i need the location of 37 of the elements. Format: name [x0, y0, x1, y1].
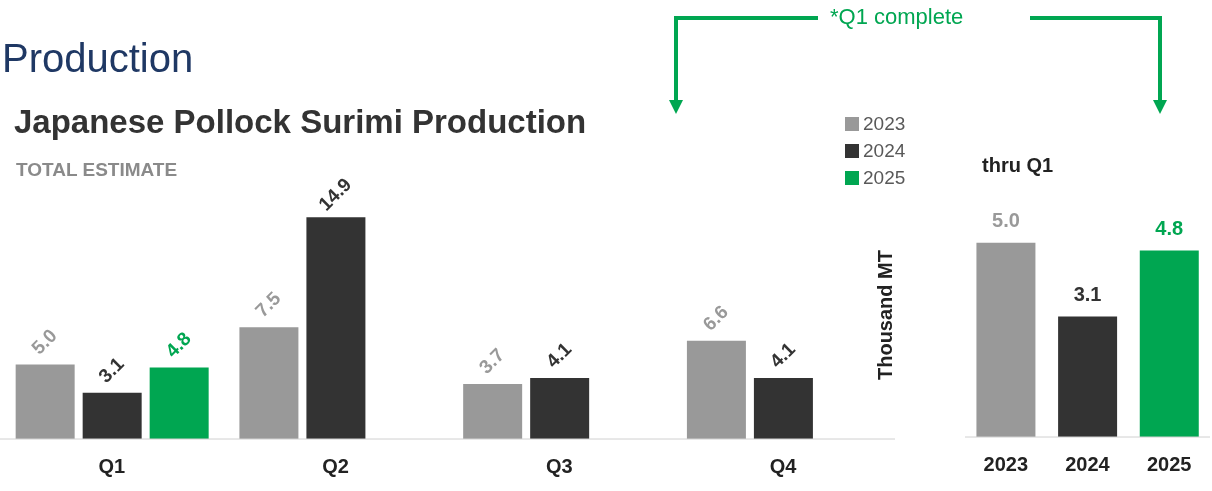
data-label: 5.0 [27, 324, 61, 359]
x-tick-label: 2023 [983, 453, 1029, 476]
bar [82, 392, 142, 439]
data-label: 4.8 [161, 327, 195, 362]
x-tick-label: Q4 [769, 455, 798, 478]
bar [686, 340, 746, 439]
data-label: 5.0 [992, 208, 1020, 231]
text: Production [2, 36, 194, 81]
chart-title: thru Q1 [982, 154, 1054, 177]
bar [753, 377, 813, 439]
x-tick-label: Q3 [546, 455, 573, 478]
bar [306, 217, 366, 439]
y-axis-title: Thousand MT [873, 250, 897, 380]
bar [15, 364, 75, 439]
legend-label: 2025 [862, 165, 906, 190]
legend-label: 2023 [862, 111, 906, 136]
bar [239, 327, 299, 439]
data-label: 4.1 [765, 337, 800, 372]
data-label: 7.5 [251, 287, 285, 322]
bar [463, 383, 523, 439]
x-tick-label: 2024 [1065, 453, 1111, 476]
legend-label: 2024 [862, 138, 906, 163]
x-tick-label: Q1 [98, 455, 126, 478]
data-label: 3.1 [1073, 282, 1102, 305]
chart-title: Japanese Pollock Surimi Production [14, 103, 587, 141]
data-label: 3.1 [94, 352, 129, 387]
bar [530, 377, 590, 439]
bar [149, 367, 209, 439]
data-label: 14.9 [314, 173, 356, 215]
data-label: 6.6 [698, 300, 733, 335]
chart-subtitle: TOTAL ESTIMATE [16, 159, 178, 181]
text: *Q1 complete [830, 4, 964, 30]
data-label: 4.8 [1155, 216, 1184, 239]
data-label: 4.1 [541, 337, 576, 372]
x-tick-label: 2025 [1146, 453, 1192, 476]
x-tick-label: Q2 [322, 455, 349, 478]
data-label: 3.7 [474, 344, 509, 378]
